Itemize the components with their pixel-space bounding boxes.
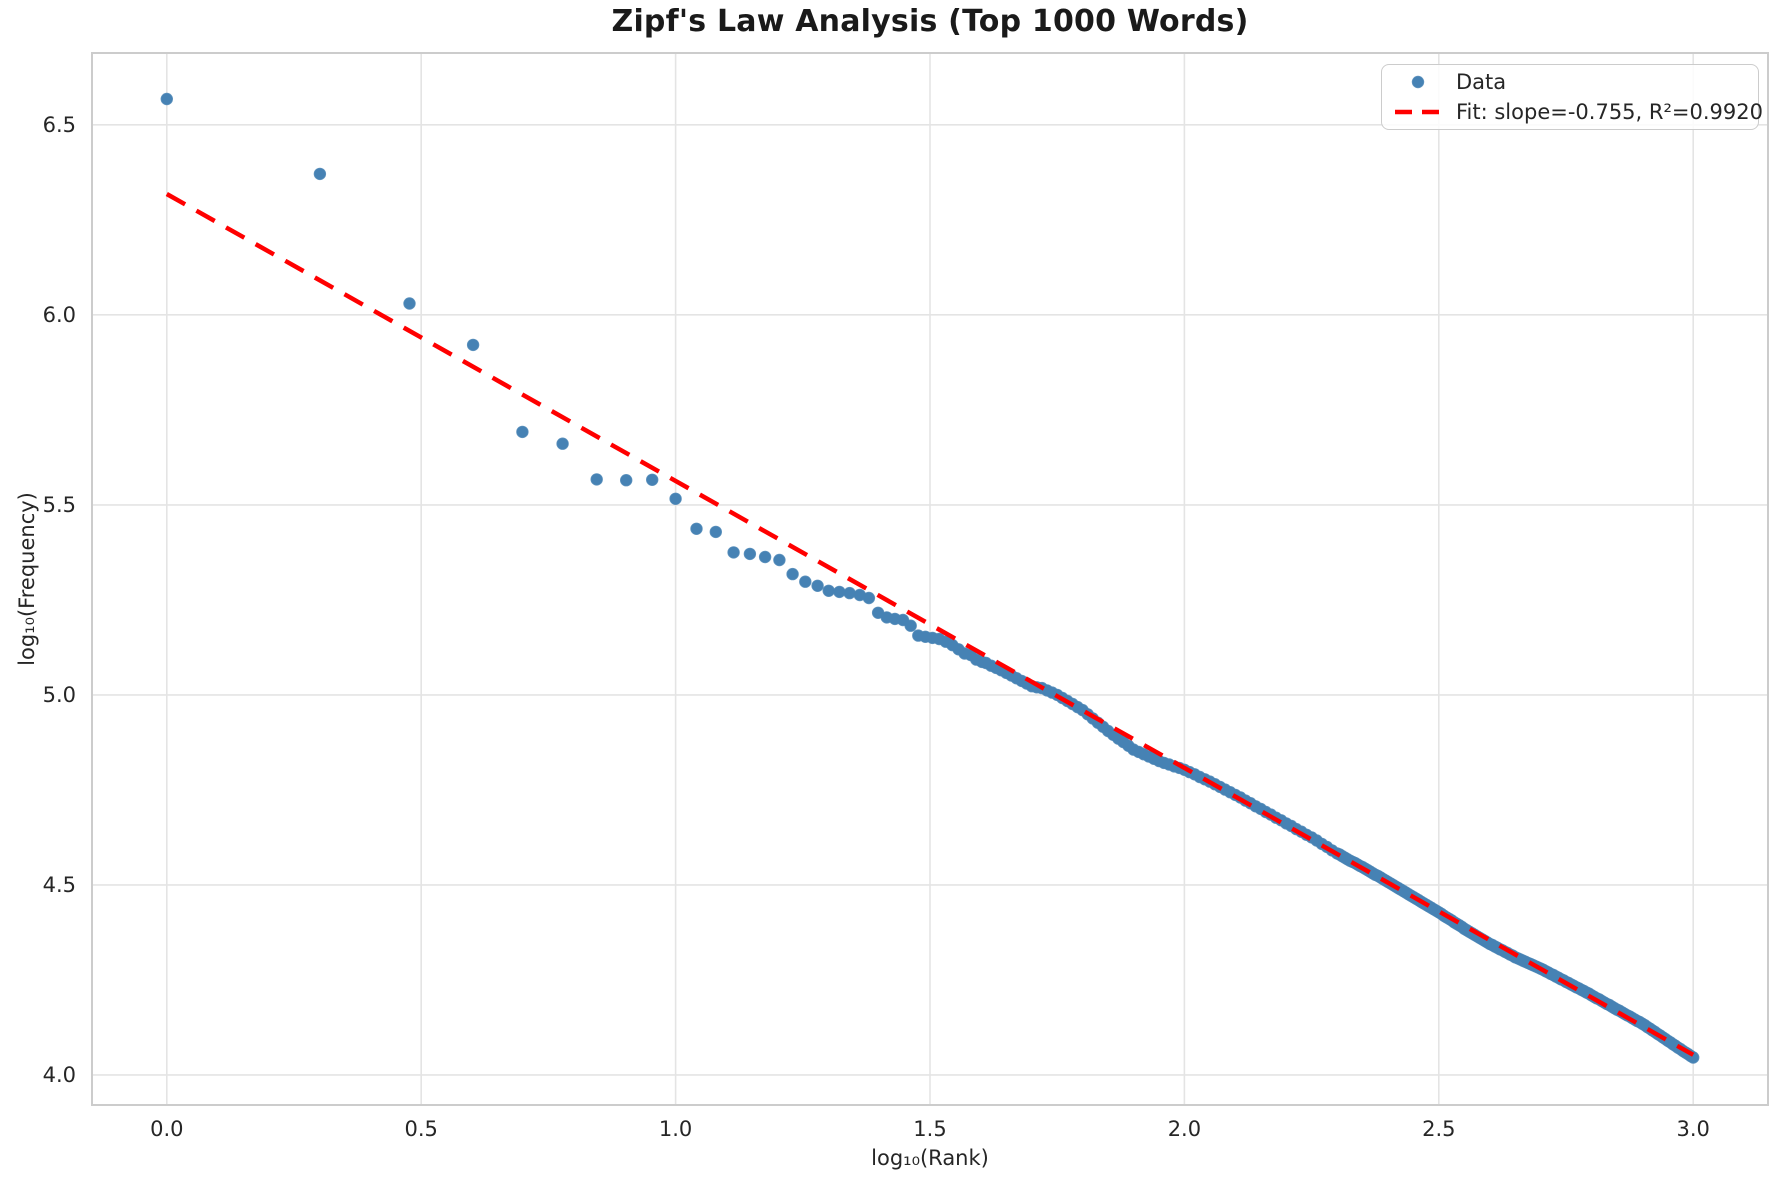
data-point	[743, 547, 757, 561]
y-tick-label: 4.0	[43, 1063, 76, 1087]
data-point	[669, 492, 682, 505]
x-tick-label: 2.5	[1422, 1117, 1455, 1141]
data-point	[313, 167, 327, 181]
data-point	[773, 553, 786, 567]
scatter-marker-icon	[1411, 76, 1425, 89]
chart-title: Zipf's Law Analysis (Top 1000 Words)	[611, 4, 1249, 39]
data-point	[758, 550, 772, 564]
y-tick-label: 4.5	[43, 873, 76, 897]
x-tick-label: 1.5	[913, 1117, 946, 1141]
data-point	[709, 525, 722, 539]
x-tick-label: 1.0	[659, 1117, 692, 1141]
x-tick-label: 0.0	[150, 1117, 183, 1141]
data-point	[822, 584, 835, 597]
data-point	[862, 591, 876, 605]
legend-entry-data: Data	[1394, 68, 1748, 97]
data-point	[403, 297, 416, 310]
data-point	[646, 473, 659, 486]
data-point	[811, 579, 824, 592]
legend-label-data: Data	[1456, 70, 1507, 95]
data-point	[799, 575, 812, 588]
data-point	[786, 567, 799, 581]
legend-entry-fit: Fit: slope=-0.755, R²=0.9920	[1394, 98, 1763, 127]
y-axis-label: log₁₀(Frequency)	[15, 492, 39, 666]
data-point	[690, 522, 703, 535]
y-tick-label: 6.0	[43, 303, 76, 327]
x-tick-label: 0.5	[404, 1117, 437, 1141]
data-point	[620, 474, 633, 487]
fit-line	[165, 192, 1695, 1057]
x-axis-label: log₁₀(Rank)	[871, 1146, 989, 1170]
data-point	[843, 586, 856, 600]
data-point	[516, 425, 529, 439]
data-point	[727, 546, 740, 559]
dashed-line-icon	[1395, 109, 1441, 114]
data-point	[160, 92, 174, 106]
data-point	[833, 585, 846, 599]
y-tick-label: 6.5	[43, 113, 76, 137]
data-point	[466, 338, 480, 352]
legend: Data Fit: slope=-0.755, R²=0.9920	[1381, 64, 1763, 130]
y-tick-label: 5.0	[43, 683, 76, 707]
data-point	[904, 619, 917, 632]
legend-label-fit: Fit: slope=-0.755, R²=0.9920	[1456, 99, 1763, 124]
x-tick-label: 2.0	[1168, 1117, 1201, 1141]
data-point	[590, 473, 603, 486]
y-tick-label: 5.5	[43, 493, 76, 517]
plot-border	[91, 52, 1769, 1106]
x-tick-label: 3.0	[1677, 1117, 1710, 1141]
data-point	[556, 437, 569, 450]
